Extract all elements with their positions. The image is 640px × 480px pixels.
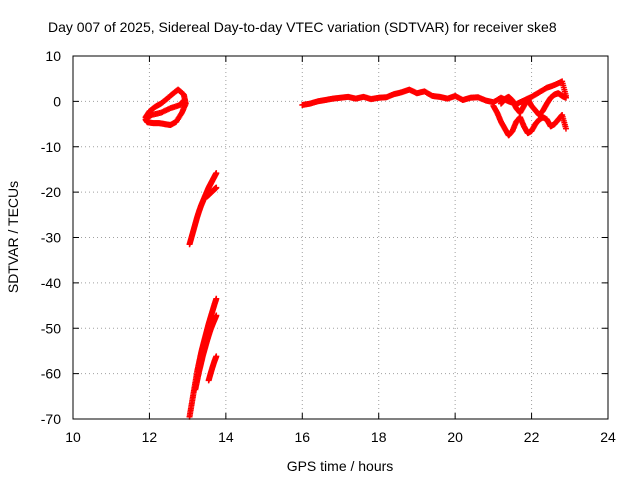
- data-point: [213, 170, 220, 177]
- x-tick-label: 12: [142, 429, 158, 445]
- data-point: [180, 97, 187, 104]
- y-tick-label: -60: [41, 366, 61, 382]
- x-tick-label: 18: [371, 429, 387, 445]
- data-point: [213, 184, 220, 191]
- y-tick-label: -30: [41, 230, 61, 246]
- data-point: [213, 312, 220, 319]
- y-tick-label: -50: [41, 320, 61, 336]
- series-descent-1-tail: [203, 184, 220, 200]
- y-tick-label: -40: [41, 275, 61, 291]
- series-afternoon-wave: [498, 90, 569, 118]
- data-point: [562, 94, 569, 101]
- x-tick-label: 22: [524, 429, 540, 445]
- data-point: [213, 295, 220, 302]
- y-axis-title: SDTVAR / TECUs: [5, 181, 21, 293]
- axis-ticks: 10 12 14 16 18 20 22 24 -70 -60 -50 -40 -30 -20 -10 0 10: [41, 48, 616, 445]
- y-tick-label: 0: [53, 93, 61, 109]
- x-tick-label: 20: [447, 429, 463, 445]
- series-loop-12h: [142, 86, 189, 128]
- y-tick-label: -70: [41, 411, 61, 427]
- chart-title: Day 007 of 2025, Sidereal Day-to-day VTE…: [48, 19, 557, 35]
- series-descent-1: [186, 170, 220, 248]
- series-afternoon-lower: [490, 102, 569, 139]
- y-tick-label: 10: [45, 48, 61, 64]
- y-tick-label: -20: [41, 184, 61, 200]
- data-points: [142, 78, 569, 420]
- x-axis-title: GPS time / hours: [287, 458, 394, 474]
- x-tick-label: 24: [600, 429, 616, 445]
- x-tick-label: 10: [65, 429, 81, 445]
- series-descent-2b: [192, 312, 220, 393]
- data-point: [213, 353, 220, 360]
- series-descent-2-tail: [205, 353, 220, 384]
- x-tick-label: 16: [294, 429, 310, 445]
- x-tick-label: 14: [218, 429, 234, 445]
- data-point: [562, 125, 569, 132]
- y-tick-label: -10: [41, 139, 61, 155]
